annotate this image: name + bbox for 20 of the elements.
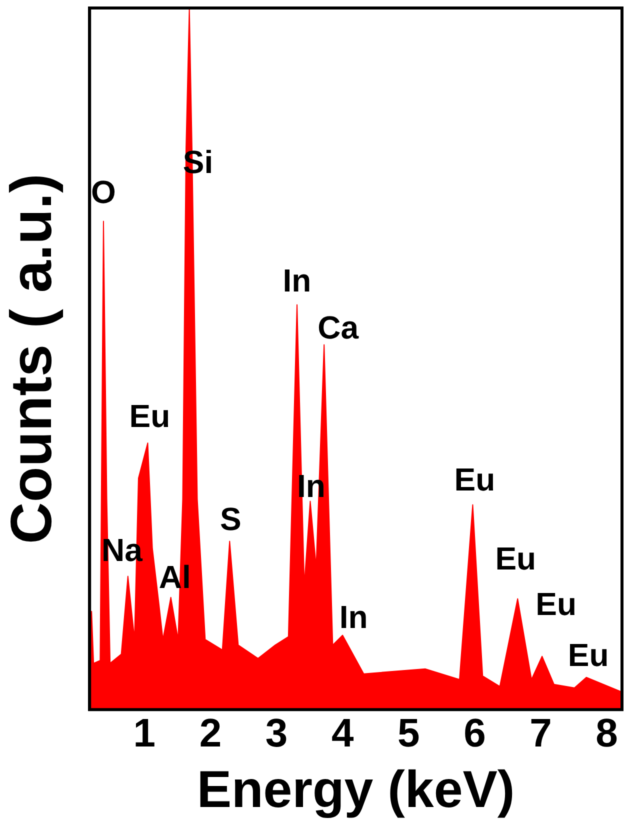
x-tick-label: 5 — [398, 712, 420, 756]
annotation: Eu — [495, 540, 536, 577]
y-axis-title: Counts ( a.u.) — [0, 174, 64, 544]
x-tick-label: 3 — [265, 712, 288, 756]
x-tick-label: 1 — [133, 712, 156, 756]
annotation: Eu — [129, 398, 170, 434]
annotation: In — [282, 262, 312, 299]
annotation: Ca — [318, 310, 359, 346]
annotation: Eu — [536, 586, 577, 622]
annotation: S — [220, 501, 242, 538]
annotation: O — [91, 174, 116, 210]
x-tick-label: 2 — [199, 712, 222, 756]
x-tick-label: 7 — [530, 712, 552, 756]
x-tick-label: 8 — [596, 712, 618, 756]
x-axis-title: Energy (keV) — [196, 761, 515, 820]
x-tick-label: 4 — [331, 712, 354, 756]
x-tick-label: 6 — [464, 712, 486, 756]
annotation: In — [339, 599, 368, 636]
annotation: Eu — [454, 462, 496, 498]
annotation: Eu — [568, 637, 609, 674]
